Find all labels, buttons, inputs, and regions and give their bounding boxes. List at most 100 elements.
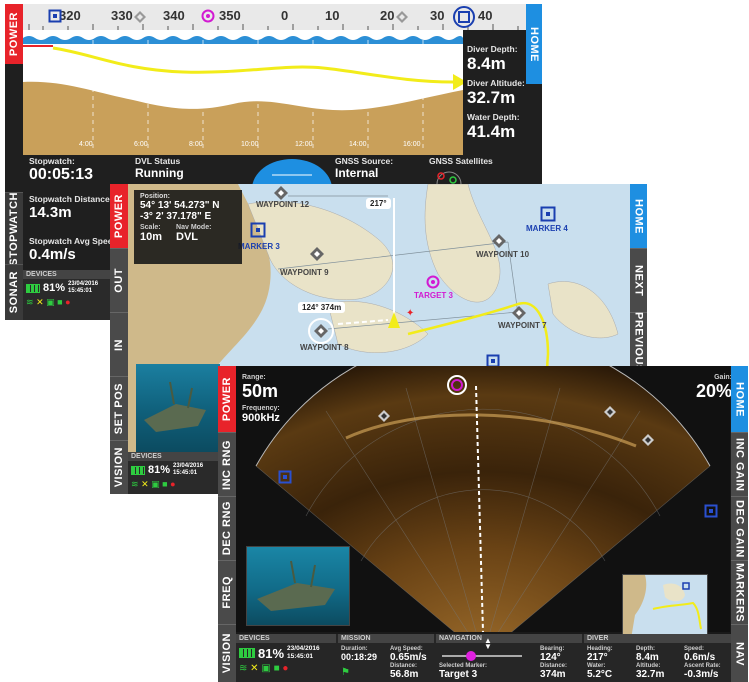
waypoint-label: WAYPOINT 7 bbox=[498, 321, 547, 330]
stopwatch-speed-value: 0.4m/s bbox=[29, 246, 76, 263]
dvl-status-block: DVL Status Running bbox=[135, 156, 184, 180]
battery-value: 81% bbox=[148, 464, 171, 476]
power-button[interactable]: POWER bbox=[5, 4, 23, 64]
nav-mode-value: DVL bbox=[176, 231, 199, 243]
waypoint-diamond-icon bbox=[492, 234, 506, 248]
satellite-icon: ✕ bbox=[250, 663, 259, 674]
marker-square-icon bbox=[278, 470, 292, 484]
devices-panel: DEVICES 81% 23/04/2016 15:45:01 ≋ ✕ ▣ ■ … bbox=[23, 270, 110, 320]
wreck-photo-thumbnail[interactable] bbox=[136, 364, 220, 452]
wreck-photo-thumbnail[interactable] bbox=[246, 546, 350, 626]
time-tick-label: 4:00 bbox=[79, 141, 93, 148]
compass-tick-label: 20 bbox=[380, 8, 395, 23]
time-tick-label: 16:00 bbox=[403, 141, 421, 148]
diver-position-icon: ✦ bbox=[406, 308, 415, 319]
increase-gain-button[interactable]: INC GAIN bbox=[731, 432, 748, 496]
up-arrow-icon: ▲ bbox=[484, 636, 492, 645]
stopwatch-button[interactable]: STOPWATCH bbox=[5, 192, 23, 265]
location-pin-icon: ● bbox=[65, 297, 71, 307]
shipwreck-graphic bbox=[257, 560, 335, 611]
wifi-icon: ≋ bbox=[26, 297, 34, 307]
diver-icon: ▣ bbox=[261, 663, 271, 674]
compass-tick-label: 0 bbox=[281, 8, 289, 23]
camera-icon: ■ bbox=[162, 479, 168, 489]
diver-depth-label: Diver Depth: bbox=[467, 44, 518, 54]
device-date: 23/04/2016 bbox=[173, 463, 204, 469]
device-date: 23/04/2016 bbox=[287, 645, 320, 652]
bearing-value: 124° bbox=[540, 652, 561, 663]
waypoint-label: WAYPOINT 9 bbox=[280, 268, 329, 277]
diver-altitude: 32.7m bbox=[636, 669, 665, 680]
devices-panel: DEVICES 81% 23/04/2016 15:45:01 ≋ ✕ ▣ ■ … bbox=[128, 452, 223, 494]
target-selected-icon bbox=[447, 375, 467, 395]
waypoint-diamond-icon bbox=[512, 306, 526, 320]
stopwatch-speed-block: Stopwatch Avg Speed: 0.4m/s bbox=[29, 236, 121, 263]
satellite-icon: ✕ bbox=[36, 297, 44, 307]
range-block: Range: 50m Frequency: 900kHz bbox=[242, 374, 280, 424]
selected-marker: Target 3 bbox=[439, 669, 478, 680]
device-time: 15:45:01 bbox=[68, 288, 93, 294]
waypoint-diamond-icon bbox=[378, 410, 390, 422]
waypoint-diamond-icon bbox=[396, 11, 408, 23]
power-button[interactable]: POWER bbox=[218, 366, 236, 432]
distance-value: 374m bbox=[540, 669, 566, 680]
next-button[interactable]: NEXT bbox=[630, 248, 647, 312]
devices-label: DEVICES bbox=[23, 270, 110, 279]
increase-range-button[interactable]: INC RNG bbox=[218, 432, 236, 496]
compass-tick-label: 340 bbox=[163, 8, 185, 23]
frequency-button[interactable]: FREQ bbox=[218, 560, 236, 624]
time-tick-label: 12:00 bbox=[295, 141, 313, 148]
home-button[interactable]: HOME bbox=[526, 4, 542, 84]
gain-value: 20% bbox=[695, 381, 732, 401]
mission-avg-speed: 0.65m/s bbox=[390, 652, 427, 663]
waypoint-label: WAYPOINT 8 bbox=[300, 343, 349, 352]
gnss-source-value: Internal bbox=[335, 166, 379, 180]
bearing-distance-tag: 124° 374m bbox=[298, 302, 346, 313]
location-pin-icon: ● bbox=[170, 479, 176, 489]
sonar-screen: Range: 50m Frequency: 900kHz Gain: 20% P… bbox=[218, 366, 748, 682]
mini-map-thumbnail[interactable] bbox=[622, 574, 708, 639]
navigation-map-screen: WAYPOINT 12 WAYPOINT 9 WAYPOINT 10 WAYPO… bbox=[110, 184, 647, 494]
wifi-icon: ≋ bbox=[131, 479, 139, 489]
location-pin-icon: ● bbox=[282, 663, 289, 674]
depth-profile-screen: 320 330 340 350 0 10 20 30 40 POWER HOME bbox=[5, 4, 542, 320]
sonar-button[interactable]: SONAR bbox=[5, 264, 23, 320]
set-position-button[interactable]: SET POS bbox=[110, 376, 128, 440]
time-tick-label: 8:00 bbox=[189, 141, 203, 148]
compass-ticks-graphic bbox=[28, 24, 519, 30]
nav-button[interactable]: NAV bbox=[731, 624, 748, 682]
home-button[interactable]: HOME bbox=[731, 366, 748, 432]
vision-button[interactable]: VISION bbox=[218, 624, 236, 682]
decrease-range-button[interactable]: DEC RNG bbox=[218, 496, 236, 560]
zoom-in-button[interactable]: IN bbox=[110, 312, 128, 376]
time-tick-label: 6:00 bbox=[134, 141, 148, 148]
mini-map-graphic bbox=[623, 575, 702, 639]
waypoint-label: WAYPOINT 12 bbox=[256, 200, 310, 209]
home-button[interactable]: HOME bbox=[630, 184, 647, 248]
waypoint-diamond-icon bbox=[274, 186, 288, 200]
mission-distance: 56.8m bbox=[390, 669, 419, 680]
stopwatch-distance-value: 14.3m bbox=[29, 204, 72, 221]
markers-button[interactable]: MARKERS bbox=[731, 560, 748, 624]
water-depth-label: Water Depth: bbox=[467, 112, 520, 122]
power-button[interactable]: POWER bbox=[110, 184, 128, 248]
device-date: 23/04/2016 bbox=[68, 281, 99, 287]
compass-tick-label: 330 bbox=[111, 8, 133, 23]
marker-slider[interactable] bbox=[442, 651, 522, 661]
battery-icon bbox=[26, 283, 40, 293]
waypoint-diamond-icon bbox=[134, 11, 146, 23]
water-depth-value: 41.4m bbox=[467, 122, 516, 141]
battery-icon bbox=[131, 465, 145, 475]
previous-button[interactable]: PREVIOUS bbox=[630, 312, 647, 373]
decrease-gain-button[interactable]: DEC GAIN bbox=[731, 496, 748, 560]
vision-button[interactable]: VISION bbox=[110, 440, 128, 494]
shipwreck-graphic bbox=[144, 381, 206, 432]
diver-icon: ▣ bbox=[46, 297, 55, 307]
marker-label: MARKER 4 bbox=[526, 224, 568, 233]
depth-readouts: Diver Depth: 8.4m Diver Altitude: 32.7m … bbox=[467, 44, 525, 142]
camera-icon: ■ bbox=[273, 663, 280, 674]
zoom-out-button[interactable]: OUT bbox=[110, 248, 128, 312]
slider-handle[interactable] bbox=[466, 651, 476, 661]
diver-icon: ▣ bbox=[151, 479, 160, 489]
compass-rose-graphic bbox=[252, 159, 332, 187]
